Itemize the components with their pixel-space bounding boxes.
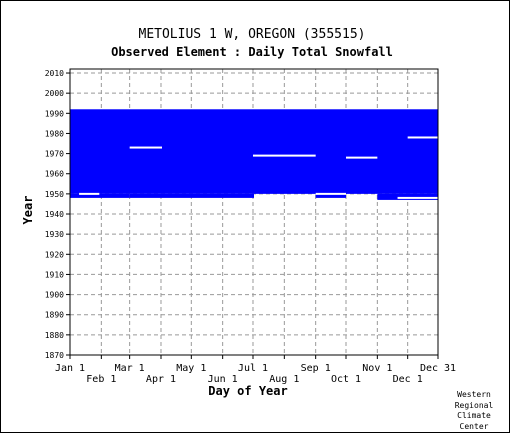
data-gap xyxy=(407,136,438,139)
axis-ticks: 1870 1880 1890 1900 1910 1920 1930 1940 1950 1960… xyxy=(45,69,456,385)
y-tick-label: 1910 xyxy=(45,270,64,279)
credit-text: Western Regional Climate Center xyxy=(446,390,502,432)
data-block xyxy=(129,193,254,198)
credit-line: Climate xyxy=(457,411,491,420)
x-tick-label: Jun 1 xyxy=(208,374,238,385)
x-tick-label: Jul 1 xyxy=(238,363,268,374)
y-tick-label: 2010 xyxy=(45,69,64,78)
y-axis-label: Year xyxy=(21,196,35,225)
x-tick-label: Feb 1 xyxy=(86,374,116,385)
y-tick-label: 1940 xyxy=(45,210,64,219)
data-block xyxy=(70,193,130,198)
y-tick-label: 1960 xyxy=(45,170,64,179)
x-tick-label: Dec 1 xyxy=(393,374,423,385)
x-tick-label: Jan 1 xyxy=(55,363,85,374)
credit-line: Regional xyxy=(454,400,494,410)
y-tick-label: 1890 xyxy=(45,311,64,320)
y-tick-label: 2000 xyxy=(45,89,64,98)
x-tick-label: May 1 xyxy=(176,363,206,374)
x-tick-label: Nov 1 xyxy=(362,363,392,374)
data-gap xyxy=(252,154,316,157)
x-tick-label: Aug 1 xyxy=(269,374,299,385)
x-tick-label: Oct 1 xyxy=(331,374,361,385)
x-tick-label: Apr 1 xyxy=(146,374,176,385)
x-tick-label: Sep 1 xyxy=(301,363,331,374)
credit-line: Center xyxy=(459,421,489,431)
x-tick-label: Dec 31 xyxy=(420,363,456,374)
data-gap xyxy=(129,146,162,149)
data-block xyxy=(377,193,438,200)
chart-title: METOLIUS 1 W, OREGON (355515) xyxy=(139,27,366,42)
x-axis-label: Day of Year xyxy=(208,384,287,398)
y-tick-label: 1880 xyxy=(45,331,64,340)
y-tick-label: 1930 xyxy=(45,230,64,239)
y-tick-label: 1920 xyxy=(45,250,64,259)
y-tick-label: 1970 xyxy=(45,150,64,159)
data-gap xyxy=(79,192,100,195)
y-tick-label: 1900 xyxy=(45,291,64,300)
data-block xyxy=(70,109,438,194)
plot-border xyxy=(69,68,439,356)
y-tick-label: 1990 xyxy=(45,109,64,118)
y-tick-label: 1980 xyxy=(45,129,64,138)
chart-subtitle: Observed Element : Daily Total Snowfall xyxy=(111,45,393,59)
data-gap xyxy=(346,156,378,159)
data-coverage xyxy=(70,109,438,200)
credit-line: Western xyxy=(457,390,491,399)
y-tick-label: 1870 xyxy=(45,351,64,360)
x-tick-label: Mar 1 xyxy=(115,363,145,374)
y-tick-label: 1950 xyxy=(45,190,64,199)
data-gap xyxy=(315,192,346,195)
data-block xyxy=(315,193,346,198)
data-gap xyxy=(397,196,438,199)
